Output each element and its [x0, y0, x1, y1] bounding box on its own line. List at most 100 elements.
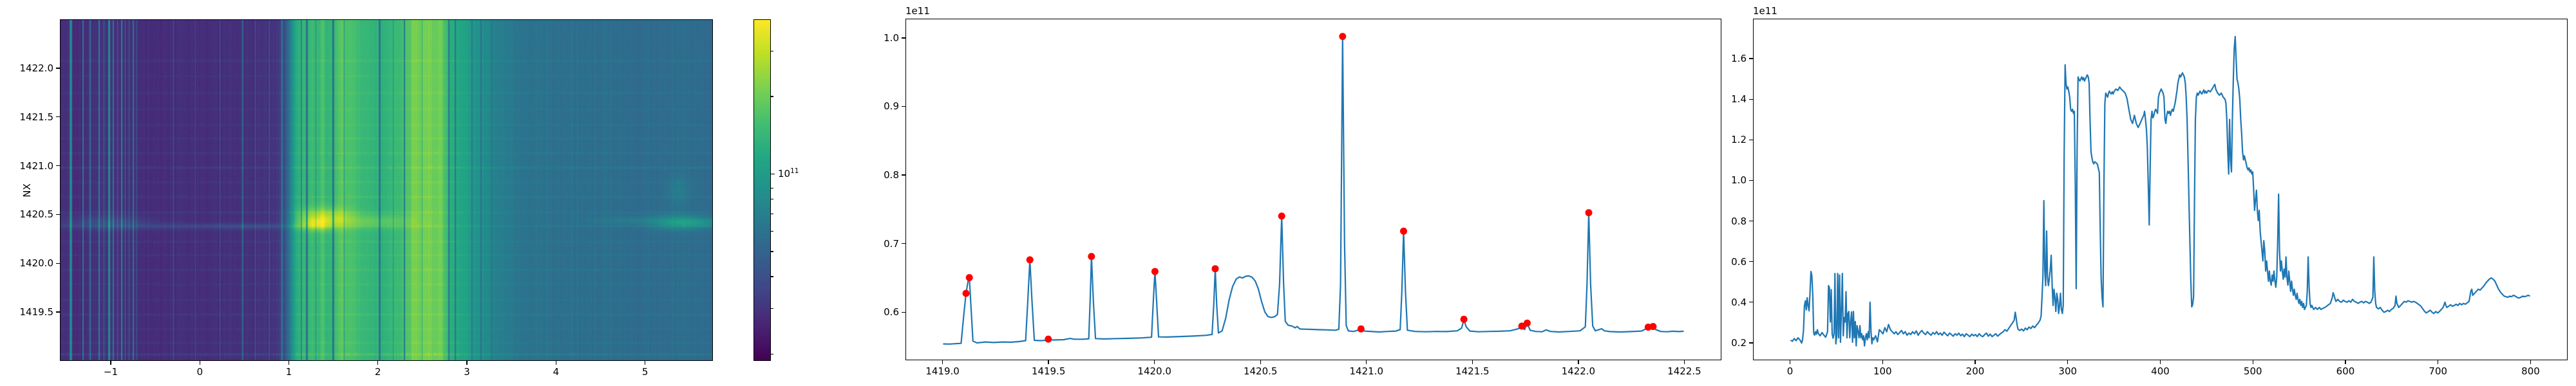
- peak-marker: [1518, 322, 1526, 330]
- x-tick: [110, 361, 111, 365]
- y-tick: [1749, 98, 1753, 100]
- x-tick: [1366, 360, 1367, 364]
- y-tick-label: 1420.5: [19, 208, 54, 221]
- x-tick-label: 0: [1786, 365, 1794, 377]
- y-tick-label: 1.0: [884, 32, 899, 44]
- x-tick-label: 1420.0: [1137, 365, 1171, 377]
- y-tick-label: 1420.0: [19, 257, 54, 270]
- x-tick-label: 700: [2429, 365, 2448, 377]
- y-tick: [902, 106, 905, 107]
- x-tick: [466, 361, 468, 365]
- y-tick: [1749, 261, 1753, 262]
- spectrum-plot: [943, 33, 1684, 345]
- x-tick: [377, 361, 379, 365]
- colorbar-gradient: [754, 20, 770, 360]
- timeseries-offset-label: 1e11: [1753, 5, 1777, 17]
- y-tick: [56, 165, 60, 167]
- x-tick: [2159, 360, 2161, 364]
- y-tick-label: 1.0: [1731, 174, 1747, 187]
- spectrum-axes: [905, 19, 1721, 360]
- peak-marker: [1088, 253, 1095, 261]
- y-tick-label: 1421.5: [19, 111, 54, 123]
- y-tick: [56, 116, 60, 118]
- y-tick: [56, 262, 60, 264]
- peak-marker: [1460, 315, 1468, 323]
- y-tick-label: 1.2: [1731, 134, 1747, 146]
- heatmap-ylabel: NX: [21, 183, 33, 198]
- x-tick-label: 100: [1873, 365, 1892, 377]
- x-tick-label: 1421.0: [1349, 365, 1384, 377]
- timeseries-plot: [1790, 35, 2531, 347]
- peak-marker: [1045, 335, 1052, 343]
- y-tick: [56, 214, 60, 216]
- x-tick-label: 800: [2521, 365, 2540, 377]
- peak-marker: [1649, 323, 1657, 330]
- x-tick: [2067, 360, 2069, 364]
- x-tick-label: 1420.5: [1243, 365, 1278, 377]
- x-tick: [2530, 360, 2532, 364]
- y-tick-label: 0.8: [884, 169, 899, 181]
- y-tick-label: 0.7: [884, 237, 899, 250]
- x-tick: [1153, 360, 1155, 364]
- y-tick-label: 0.2: [1731, 336, 1747, 349]
- x-tick-label: 5: [641, 366, 649, 378]
- peak-marker: [965, 274, 973, 281]
- x-tick: [1260, 360, 1261, 364]
- colorbar-tick: [771, 251, 773, 252]
- peak-marker: [1523, 319, 1531, 327]
- x-tick-label: 3: [464, 366, 470, 378]
- x-tick: [1472, 360, 1473, 364]
- y-tick: [1749, 58, 1753, 59]
- colorbar-tick-label: 1011: [778, 167, 799, 179]
- spectrum-offset-label: 1e11: [905, 5, 930, 17]
- y-tick: [1749, 342, 1753, 344]
- colorbar-axes: [753, 19, 771, 361]
- data-line: [943, 35, 1684, 345]
- y-tick-label: 0.6: [884, 306, 899, 318]
- y-tick: [1749, 179, 1753, 181]
- y-tick-label: 0.4: [1731, 296, 1747, 308]
- colorbar-tick: [771, 276, 773, 277]
- peak-marker: [1211, 265, 1219, 273]
- colorbar-tick: [771, 230, 773, 232]
- x-tick-label: 1: [285, 366, 292, 378]
- y-tick-label: 0.8: [1731, 215, 1747, 227]
- x-tick-label: 1422.5: [1667, 365, 1701, 377]
- x-tick: [942, 360, 943, 364]
- y-tick-label: 1422.0: [19, 62, 54, 74]
- timeseries-axes: [1753, 19, 2568, 360]
- heatmap-image: [61, 20, 712, 360]
- peak-marker: [1151, 268, 1159, 275]
- peak-marker: [1339, 33, 1347, 41]
- y-tick-label: 1421.0: [19, 160, 54, 172]
- x-tick-label: 300: [2058, 365, 2078, 377]
- y-tick: [902, 174, 905, 176]
- x-tick-label: −1: [103, 366, 118, 378]
- x-tick-label: 600: [2336, 365, 2355, 377]
- x-tick: [1882, 360, 1883, 364]
- x-tick-label: 2: [375, 366, 381, 378]
- y-tick-label: 0.6: [1731, 255, 1747, 268]
- x-tick: [1683, 360, 1685, 364]
- x-tick-label: 1419.5: [1031, 365, 1066, 377]
- x-tick-label: 1421.5: [1455, 365, 1490, 377]
- y-tick-label: 1.4: [1731, 93, 1747, 106]
- peak-marker: [1026, 256, 1034, 264]
- x-tick-label: 4: [553, 366, 560, 378]
- y-tick: [902, 37, 905, 39]
- heatmap-axes: [60, 19, 713, 361]
- x-tick-label: 200: [1965, 365, 1985, 377]
- x-tick-label: 1419.0: [925, 365, 960, 377]
- peak-marker: [962, 290, 970, 297]
- y-tick-label: 1419.5: [19, 306, 54, 318]
- y-tick-label: 0.9: [884, 100, 899, 113]
- peak-marker: [1400, 227, 1407, 235]
- x-tick-label: 1422.0: [1561, 365, 1596, 377]
- y-tick: [902, 243, 905, 244]
- x-tick-label: 500: [2243, 365, 2262, 377]
- x-tick-label: 400: [2151, 365, 2170, 377]
- y-tick-label: 1.6: [1731, 53, 1747, 65]
- colorbar-tick: [771, 308, 773, 309]
- peak-marker: [1278, 212, 1285, 220]
